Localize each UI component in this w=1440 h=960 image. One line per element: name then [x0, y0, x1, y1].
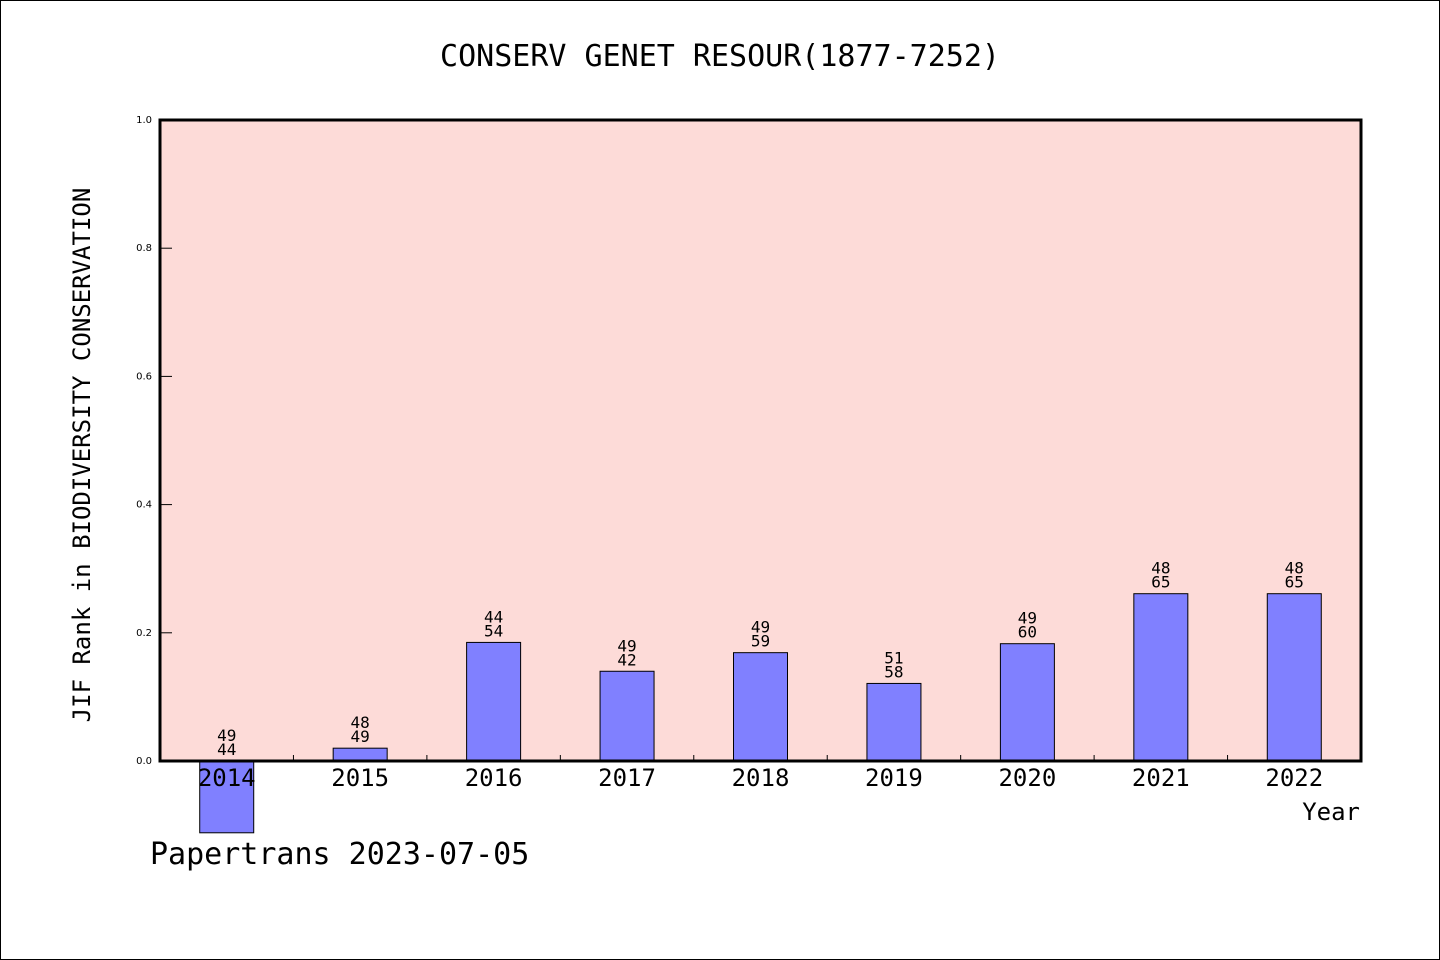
bar-label-total: 49 — [351, 727, 370, 746]
x-tick-label: 2016 — [465, 764, 523, 792]
bar-2020 — [999, 643, 1055, 762]
y-tick-label: 0.8 — [136, 243, 152, 254]
bar-2015 — [332, 747, 388, 762]
x-tick-label: 2014 — [198, 764, 256, 792]
x-tick-label: 2021 — [1132, 764, 1190, 792]
bar-label-rank: 48 — [351, 713, 370, 732]
plot-border — [158, 118, 1363, 763]
bar-label-rank: 49 — [751, 618, 770, 637]
bar-label-rank: 51 — [884, 648, 903, 667]
bar-label-total: 58 — [884, 662, 903, 681]
bar-2018 — [733, 652, 788, 762]
bar-2014 — [199, 760, 255, 834]
y-tick-label: 1.0 — [136, 115, 152, 126]
footer-credit: Papertrans 2023-07-05 — [150, 837, 529, 872]
y-axis: 0.0 0.2 0.4 0.6 0.8 1.0 — [136, 115, 172, 767]
bar-label-total: 59 — [751, 632, 770, 651]
bar-2019 — [866, 682, 922, 762]
x-axis-label: Year — [1302, 798, 1360, 826]
y-tick-label: 0.4 — [136, 500, 152, 511]
bar-label-total: 54 — [484, 621, 503, 640]
bar-label-total: 60 — [1018, 623, 1037, 642]
bar-label-rank: 48 — [1151, 559, 1170, 578]
bar-label-rank: 49 — [1018, 609, 1037, 628]
y-tick-label: 0.6 — [136, 371, 152, 382]
bar-2021 — [1133, 593, 1189, 762]
x-tick-label: 2020 — [998, 764, 1056, 792]
bar-label-rank: 49 — [217, 726, 236, 745]
x-tick-label: 2015 — [331, 764, 389, 792]
y-tick-label: 0.2 — [136, 628, 152, 639]
bar-2022 — [1266, 593, 1322, 762]
bar-label-rank: 44 — [484, 607, 503, 626]
x-tick-label: 2022 — [1265, 764, 1323, 792]
x-axis: 2014 2015 2016 2017 2018 2019 2020 2021 2022 — [198, 755, 1323, 792]
bar-label-rank: 49 — [617, 636, 636, 655]
x-tick-label: 2017 — [598, 764, 656, 792]
bar-label-total: 65 — [1151, 573, 1170, 592]
bar-2016 — [466, 641, 522, 762]
chart-title: CONSERV GENET RESOUR(1877-7252) — [440, 39, 1000, 74]
x-tick-label: 2019 — [865, 764, 923, 792]
y-tick-label: 0.0 — [136, 756, 152, 767]
x-tick-label: 2018 — [732, 764, 790, 792]
bar-label-total: 42 — [617, 650, 636, 669]
bar-label-total: 44 — [217, 740, 236, 759]
bar-2017 — [599, 670, 655, 762]
y-axis-label: JIF Rank in BIODIVERSITY CONSERVATION — [68, 188, 96, 723]
bar-label-total: 65 — [1285, 573, 1304, 592]
bar-label-rank: 48 — [1285, 559, 1304, 578]
